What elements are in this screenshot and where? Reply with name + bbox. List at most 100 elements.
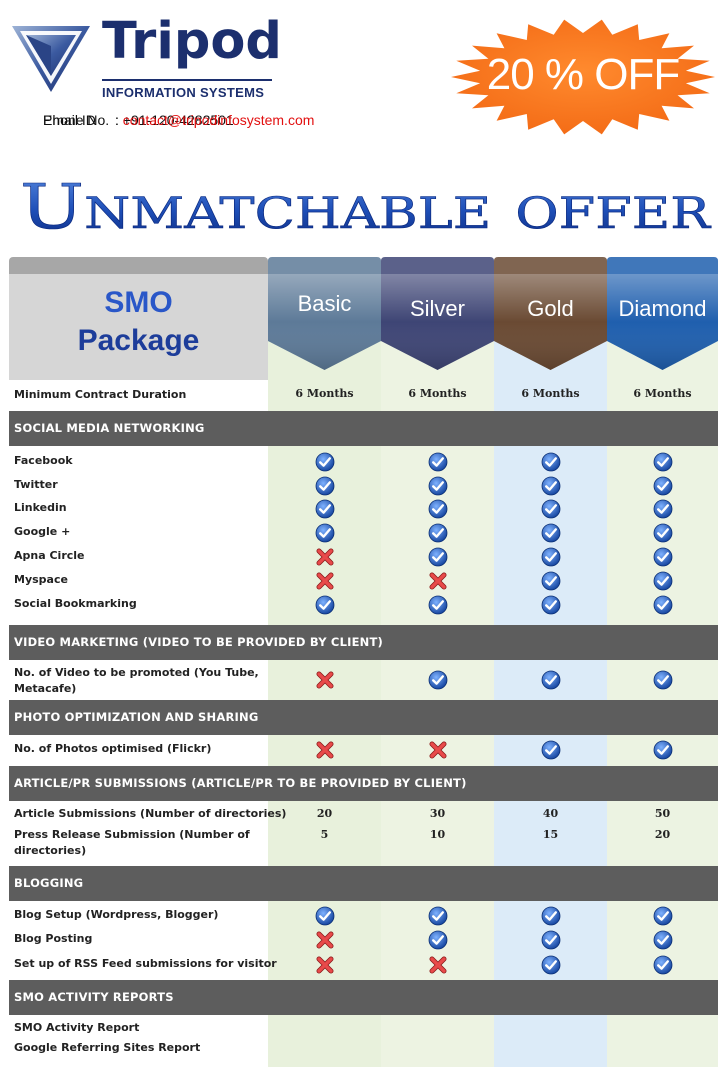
email-separator: : <box>115 112 123 128</box>
checkmark-icon <box>541 595 560 615</box>
plan-column-band <box>268 1015 381 1067</box>
feature-value: 20 <box>316 807 333 820</box>
plan-column-band <box>607 1015 718 1067</box>
checkmark-icon <box>428 476 447 496</box>
min-contract-value: 6 Months <box>408 387 467 400</box>
brand-subtitle: INFORMATION SYSTEMS <box>102 85 265 100</box>
checkmark-icon <box>428 547 447 567</box>
feature-label: Myspace <box>14 573 68 586</box>
feature-label: Google Referring Sites Report <box>14 1041 201 1054</box>
cross-icon <box>316 572 333 590</box>
discount-text: 20 % OFF <box>486 50 681 99</box>
plan-header-silver: Silver <box>381 257 494 380</box>
min-contract-value: 6 Months <box>295 387 354 400</box>
section-header: BLOGGING <box>9 866 718 901</box>
plan-column-band <box>381 801 494 866</box>
feature-value: 20 <box>654 828 671 841</box>
checkmark-icon <box>541 523 560 543</box>
plan-column-band <box>381 1015 494 1067</box>
feature-label: Press Release Submission (Number of <box>14 828 250 841</box>
feature-label-cont: directories) <box>14 844 87 857</box>
feature-label: Linkedin <box>14 501 67 514</box>
email-row: Email ID: contact@tripodinfosystem.com <box>43 111 725 129</box>
checkmark-icon <box>315 499 334 519</box>
plan-name-basic: Basic <box>297 291 352 316</box>
email-label: Email ID <box>43 112 96 128</box>
plan-name-diamond: Diamond <box>618 296 707 321</box>
checkmark-icon <box>653 955 672 975</box>
checkmark-icon <box>315 906 334 926</box>
cross-icon <box>316 741 333 759</box>
feature-label: Set up of RSS Feed submissions for visit… <box>14 957 277 970</box>
page-headline: Unmatchable offer <box>15 166 715 246</box>
checkmark-icon <box>653 670 672 690</box>
phone-row: Phone No.: +91-120-4282501 <box>43 111 725 129</box>
cross-icon <box>316 671 333 689</box>
section-title: VIDEO MARKETING (VIDEO TO BE PROVIDED BY… <box>14 635 383 649</box>
plan-column-band <box>494 1015 607 1067</box>
plan-ribbon-icon <box>268 257 381 380</box>
feature-label: Blog Setup (Wordpress, Blogger) <box>14 908 219 921</box>
checkmark-icon <box>541 906 560 926</box>
checkmark-icon <box>315 523 334 543</box>
feature-label: SMO Activity Report <box>14 1021 140 1034</box>
phone-label: Phone No. <box>43 112 110 128</box>
checkmark-icon <box>428 670 447 690</box>
package-title-line2: Package <box>77 324 200 357</box>
feature-label: Apna Circle <box>14 549 85 562</box>
plan-name-gold: Gold <box>527 296 574 321</box>
min-contract-value: 6 Months <box>633 387 692 400</box>
checkmark-icon <box>541 452 560 472</box>
company-logo: Tripod INFORMATION SYSTEMS <box>10 12 282 104</box>
checkmark-icon <box>315 595 334 615</box>
plan-column-band <box>268 380 381 411</box>
plan-column-band <box>494 801 607 866</box>
headline-text: Unmatchable offer <box>20 170 712 243</box>
section-header: PHOTO OPTIMIZATION AND SHARING <box>9 700 718 735</box>
section-title: BLOGGING <box>14 876 84 890</box>
feature-value: 30 <box>429 807 446 820</box>
section-title: SMO ACTIVITY REPORTS <box>14 990 174 1004</box>
min-contract-value: 6 Months <box>521 387 580 400</box>
cross-icon <box>429 741 446 759</box>
feature-label: Google + <box>14 525 71 538</box>
checkmark-icon <box>541 930 560 950</box>
checkmark-icon <box>428 523 447 543</box>
cross-icon <box>429 956 446 974</box>
brand-name: Tripod <box>102 12 282 71</box>
discount-starburst-icon <box>451 19 715 135</box>
section-title: ARTICLE/PR SUBMISSIONS (ARTICLE/PR TO BE… <box>14 776 467 790</box>
checkmark-icon <box>541 499 560 519</box>
plan-name-silver: Silver <box>409 296 465 321</box>
package-title-line1: SMO <box>104 286 173 319</box>
package-title-cell: SMO Package <box>9 257 268 380</box>
plan-header-basic: Basic <box>268 257 381 380</box>
feature-label: Social Bookmarking <box>14 597 137 610</box>
cross-icon <box>316 956 333 974</box>
section-header: SMO ACTIVITY REPORTS <box>9 980 718 1015</box>
checkmark-icon <box>653 906 672 926</box>
feature-label: Twitter <box>14 478 58 491</box>
checkmark-icon <box>428 452 447 472</box>
section-header: ARTICLE/PR SUBMISSIONS (ARTICLE/PR TO BE… <box>9 766 718 801</box>
package-title: SMO Package <box>9 284 268 360</box>
cross-icon <box>316 548 333 566</box>
min-contract-label: Minimum Contract Duration <box>14 388 187 401</box>
section-header: VIDEO MARKETING (VIDEO TO BE PROVIDED BY… <box>9 625 718 660</box>
checkmark-icon <box>653 571 672 591</box>
feature-value: 10 <box>429 828 446 841</box>
checkmark-icon <box>541 571 560 591</box>
checkmark-icon <box>653 740 672 760</box>
section-header: SOCIAL MEDIA NETWORKING <box>9 411 718 446</box>
checkmark-icon <box>428 499 447 519</box>
feature-value: 50 <box>654 807 671 820</box>
feature-value: 5 <box>320 828 329 841</box>
tripod-logo-icon <box>12 26 90 92</box>
checkmark-icon <box>653 930 672 950</box>
checkmark-icon <box>653 476 672 496</box>
checkmark-icon <box>428 930 447 950</box>
email-link[interactable]: contact@tripodinfosystem.com <box>122 112 315 128</box>
feature-value: 15 <box>542 828 559 841</box>
section-title: PHOTO OPTIMIZATION AND SHARING <box>14 710 259 724</box>
checkmark-icon <box>653 595 672 615</box>
